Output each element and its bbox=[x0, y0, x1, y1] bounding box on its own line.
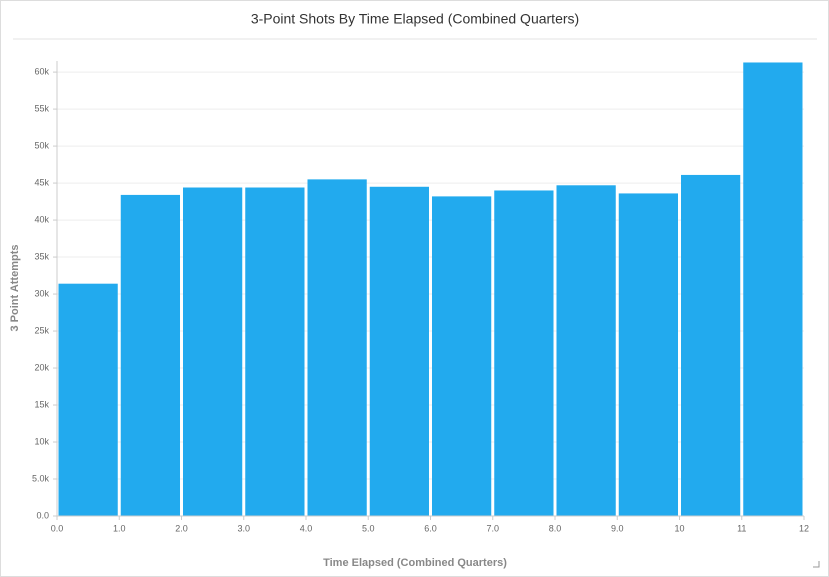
bar bbox=[618, 193, 678, 516]
bar bbox=[245, 187, 305, 516]
x-tick-label: 9.0 bbox=[611, 523, 624, 533]
x-tick-label: 5.0 bbox=[362, 523, 375, 533]
x-tick-label: 10 bbox=[674, 523, 684, 533]
bar bbox=[369, 186, 429, 517]
bar bbox=[743, 62, 803, 516]
bar bbox=[58, 283, 118, 516]
y-tick-label: 10k bbox=[34, 436, 49, 446]
x-tick-label: 3.0 bbox=[237, 523, 250, 533]
x-tick-label: 12 bbox=[799, 523, 809, 533]
x-tick-label: 0.0 bbox=[51, 523, 64, 533]
y-tick-label: 45k bbox=[34, 177, 49, 187]
x-tick-label: 7.0 bbox=[486, 523, 499, 533]
y-tick-label: 35k bbox=[34, 251, 49, 261]
resize-handle bbox=[813, 561, 820, 568]
y-tick-label: 50k bbox=[34, 140, 49, 150]
y-tick-label: 40k bbox=[34, 214, 49, 224]
x-tick-label: 2.0 bbox=[175, 523, 188, 533]
x-tick-label: 1.0 bbox=[113, 523, 126, 533]
x-tick-label: 11 bbox=[737, 523, 746, 533]
y-tick-label: 0.0 bbox=[36, 510, 49, 520]
x-tick-label: 6.0 bbox=[424, 523, 437, 533]
bar bbox=[556, 185, 616, 517]
chart-title: 3-Point Shots By Time Elapsed (Combined … bbox=[251, 11, 579, 27]
y-tick-label: 60k bbox=[34, 66, 49, 76]
bar bbox=[183, 187, 243, 516]
x-tick-label: 8.0 bbox=[549, 523, 562, 533]
bar bbox=[432, 196, 492, 516]
y-tick-label: 30k bbox=[34, 288, 49, 298]
x-tick-label: 4.0 bbox=[300, 523, 313, 533]
bar bbox=[681, 174, 741, 517]
y-tick-label: 25k bbox=[34, 325, 49, 335]
bar bbox=[494, 190, 554, 516]
bar bbox=[307, 179, 367, 517]
y-tick-label: 5.0k bbox=[32, 473, 50, 483]
bar bbox=[120, 194, 180, 516]
x-axis-label: Time Elapsed (Combined Quarters) bbox=[323, 557, 507, 569]
y-tick-label: 20k bbox=[34, 362, 49, 372]
y-axis-label: 3 Point Attempts bbox=[9, 245, 21, 332]
y-tick-label: 55k bbox=[34, 103, 49, 113]
y-tick-label: 15k bbox=[34, 399, 49, 409]
